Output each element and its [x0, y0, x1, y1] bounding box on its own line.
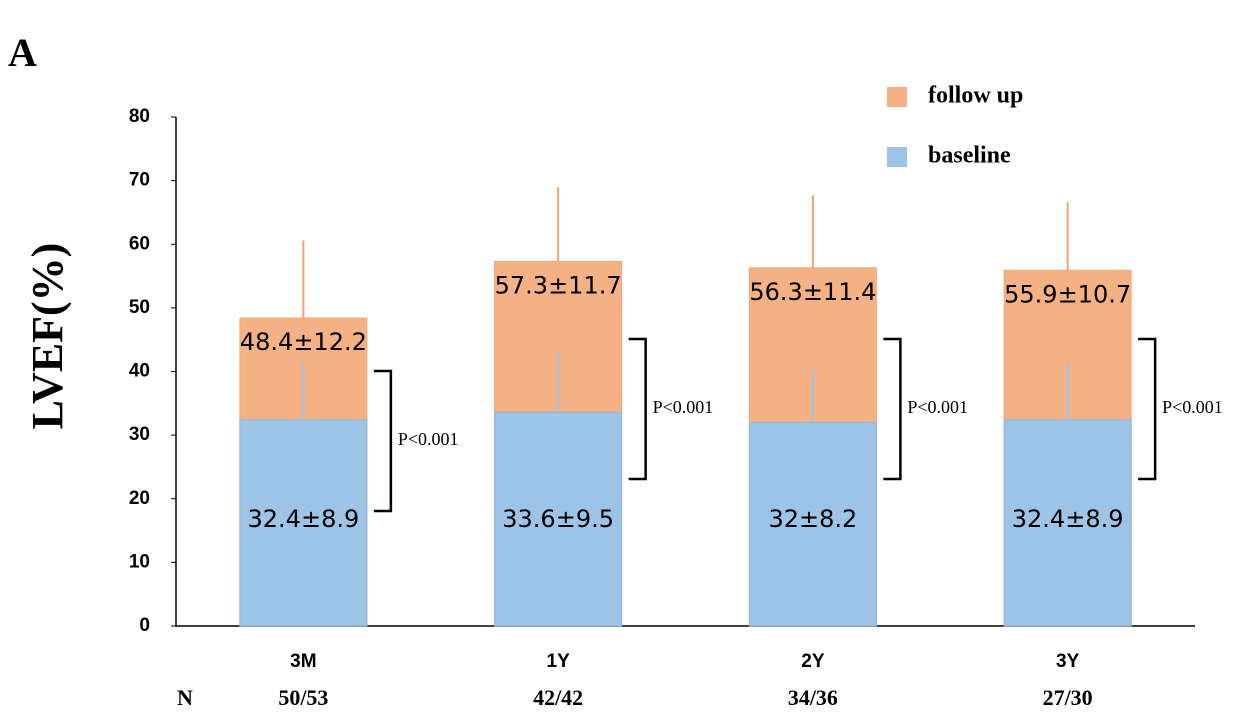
- p-value: P<0.001: [653, 397, 714, 417]
- value-label: 33.6±9.5: [502, 505, 614, 533]
- bracket: [883, 337, 902, 481]
- bracket: [1138, 337, 1157, 481]
- y-tick-label: 10: [129, 551, 150, 572]
- legend-swatch: [887, 147, 907, 167]
- y-tick-label: 60: [129, 233, 150, 254]
- value-label: 32±8.2: [768, 505, 857, 533]
- y-tick-label: 30: [129, 424, 150, 445]
- n-value: 34/36: [788, 685, 838, 710]
- x-tick-label: 3M: [290, 651, 316, 672]
- value-label: 56.3±11.4: [749, 278, 876, 306]
- x-tick-label: 3Y: [1056, 651, 1080, 672]
- y-axis-title: LVEF(%): [23, 243, 72, 430]
- x-tick-label: 2Y: [801, 651, 825, 672]
- y-tick-label: 80: [129, 106, 150, 127]
- bar: [239, 419, 368, 627]
- bar: [748, 421, 877, 627]
- legend-label: baseline: [928, 143, 1011, 169]
- y-tick-label: 20: [129, 488, 150, 509]
- value-label: 32.4±8.9: [1012, 505, 1124, 533]
- y-tick-label: 50: [129, 297, 150, 318]
- n-value: 42/42: [533, 685, 583, 710]
- bracket: [628, 337, 647, 481]
- y-tick-label: 70: [129, 170, 150, 191]
- legend-label: follow up: [928, 83, 1023, 109]
- p-value: P<0.001: [398, 429, 459, 449]
- n-label: N: [177, 685, 193, 710]
- value-label: 32.4±8.9: [248, 505, 360, 533]
- bracket: [373, 369, 393, 513]
- value-label: 48.4±12.2: [240, 328, 367, 356]
- panel-label: A: [8, 30, 37, 75]
- bar: [1003, 419, 1132, 627]
- legend-swatch: [887, 87, 907, 107]
- x-tick-label: 1Y: [547, 651, 571, 672]
- value-label: 57.3±11.7: [495, 271, 622, 299]
- n-value: 50/53: [278, 685, 328, 710]
- p-value: P<0.001: [907, 397, 968, 417]
- n-value: 27/30: [1043, 685, 1093, 710]
- y-tick-label: 40: [129, 361, 150, 382]
- y-tick-label: 0: [139, 615, 150, 636]
- bar: [494, 411, 623, 627]
- p-value: P<0.001: [1162, 397, 1223, 417]
- value-label: 55.9±10.7: [1004, 280, 1131, 308]
